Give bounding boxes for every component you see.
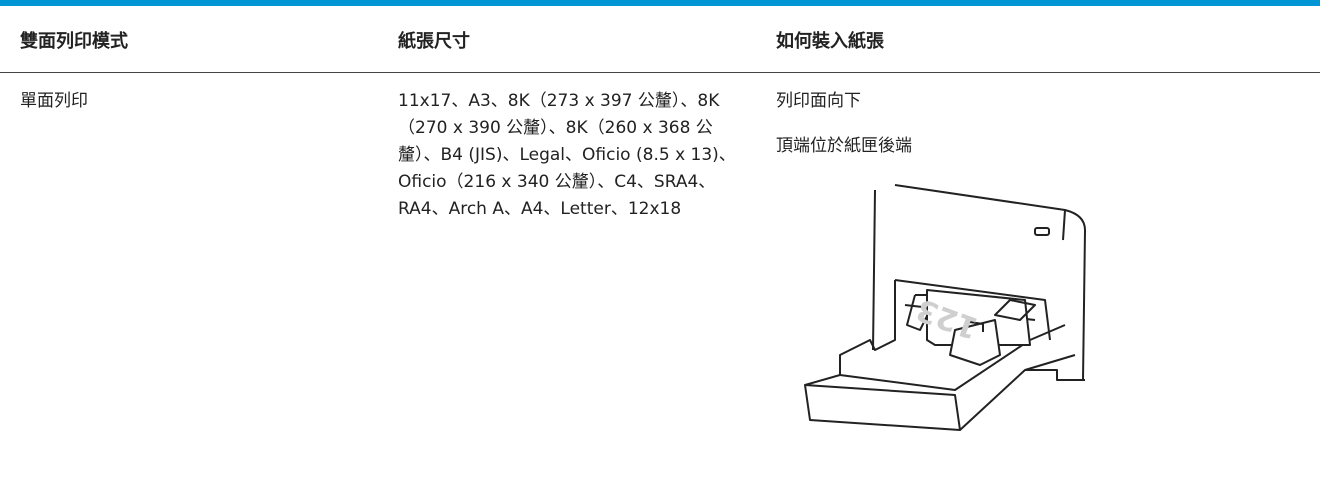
instruction: 列印面向下 (776, 91, 861, 111)
column-header: 如何裝入紙張 (776, 31, 884, 52)
tray-illustration: 123 (804, 184, 1086, 431)
column-header: 雙面列印模式 (20, 31, 128, 52)
cell-text: 單面列印 (20, 91, 88, 111)
cell: 列印面向下 頂端位於紙匣後端 (776, 88, 1296, 178)
top-bar (0, 0, 1320, 6)
instruction: 頂端位於紙匣後端 (776, 136, 912, 156)
cell-text: 11x17、A3、8K（273 x 397 公釐）、8K（270 x 390 公… (398, 91, 736, 219)
column-header: 紙張尺寸 (398, 31, 470, 52)
header-rule (0, 72, 1320, 73)
